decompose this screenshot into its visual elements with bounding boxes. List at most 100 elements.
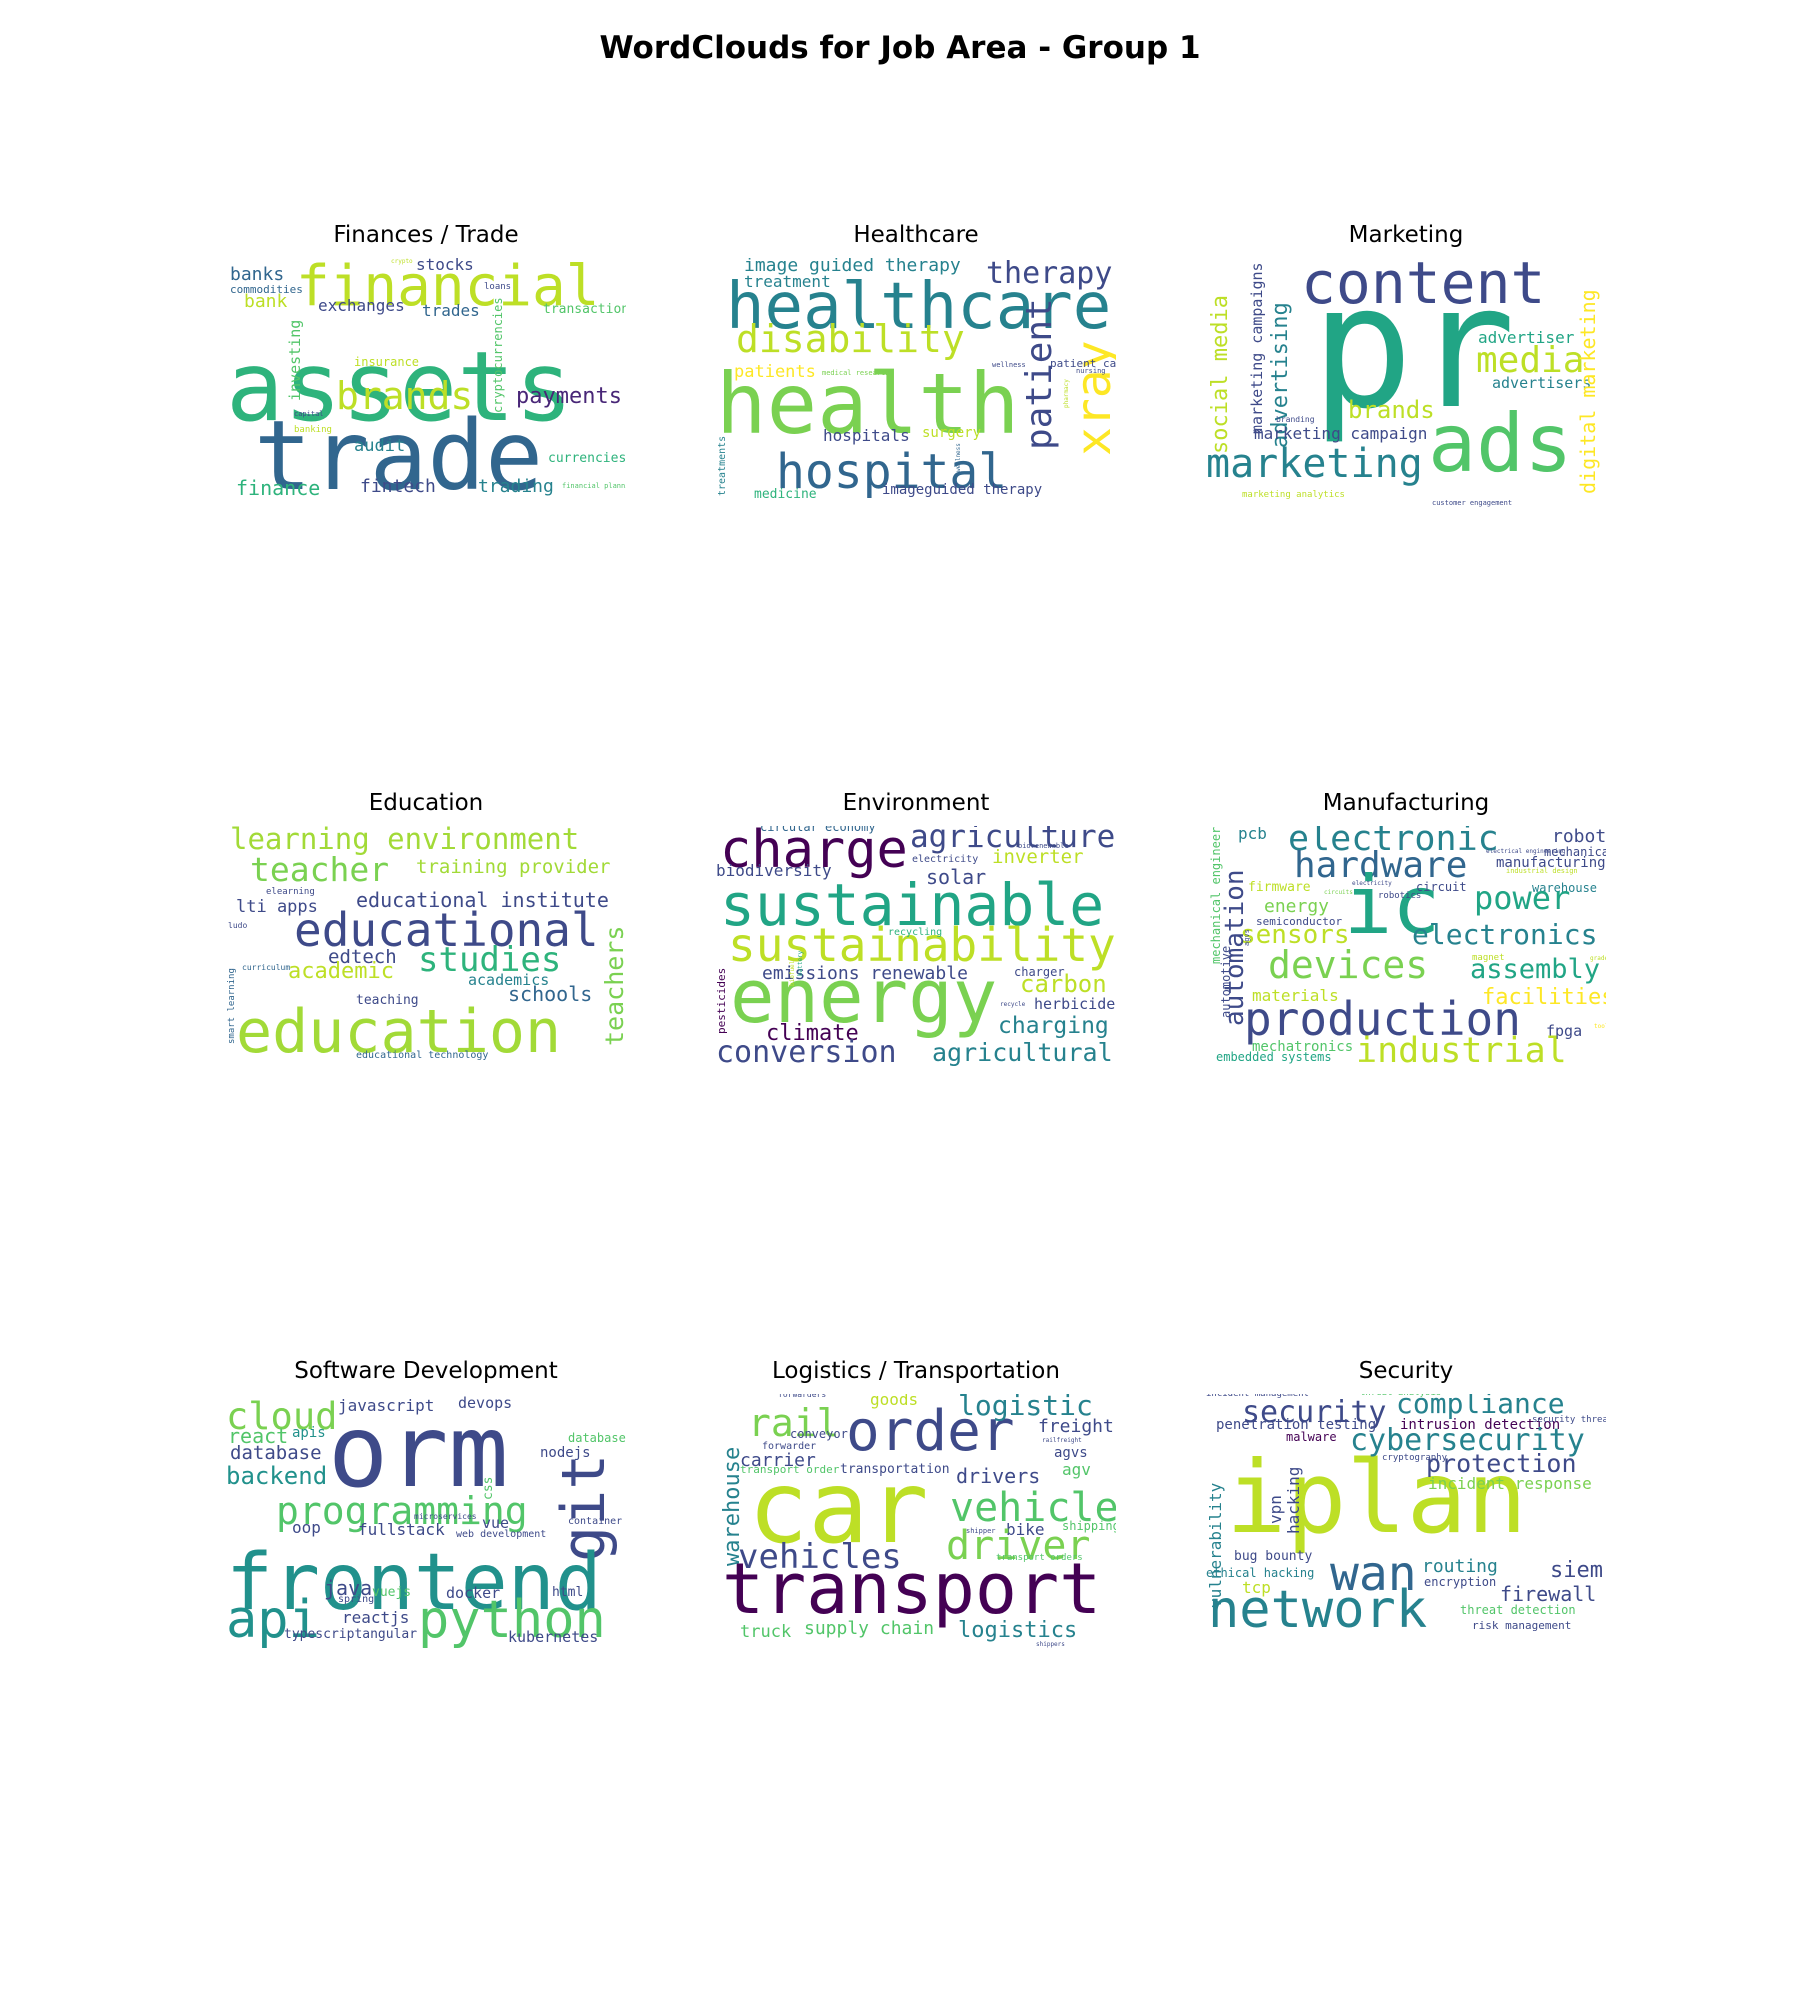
cloud-word: pharmacy xyxy=(1063,379,1070,408)
cloud-word: teachers xyxy=(600,925,626,1046)
cloud-word: docker xyxy=(446,1584,501,1602)
cloud-word: marketing campaign xyxy=(1254,424,1428,443)
panel-title: Finances / Trade xyxy=(333,222,519,248)
cloud-word: circular economy xyxy=(760,826,876,834)
cloud-word: academics xyxy=(468,971,550,989)
cloud-word: protection xyxy=(1426,1449,1577,1478)
cloud-word: shipping xyxy=(1062,1519,1116,1533)
cloud-word: bank xyxy=(244,291,288,312)
cloud-word: charger xyxy=(1014,965,1065,979)
cloud-word: recycling xyxy=(888,927,943,938)
cloud-word: sensors xyxy=(1240,920,1350,950)
cloud-word: vehicle xyxy=(950,1485,1116,1531)
cloud-word: forwarders xyxy=(778,1394,827,1399)
cloud-word: fullstack xyxy=(358,1520,445,1539)
cloud-word: vulnerability xyxy=(1206,1482,1225,1608)
cloud-word: ludo xyxy=(228,921,248,930)
cloud-word: hacking xyxy=(1284,1466,1303,1534)
cloud-word: html xyxy=(552,1585,584,1600)
cloud-word: exchanges xyxy=(318,296,405,315)
cloud-word: goods xyxy=(870,1394,919,1409)
cloud-word: firewall xyxy=(1500,1582,1597,1606)
cloud-word: carrier xyxy=(740,1450,816,1471)
cloud-word: advertisers xyxy=(1492,374,1592,392)
cloud-word: biorenewable xyxy=(1018,842,1069,850)
cloud-word: frontend xyxy=(226,1538,602,1628)
cloud-word: encryption xyxy=(1424,1575,1497,1589)
cloud-word: fpga xyxy=(1546,1022,1583,1040)
cloud-word: conveyor xyxy=(790,1427,848,1441)
cloud-word: intrusion detection xyxy=(1400,1417,1561,1433)
panel-title: Marketing xyxy=(1348,222,1464,248)
cloud-word: herbicides xyxy=(1034,995,1116,1013)
cloud-word: crypto xyxy=(391,258,413,265)
cloud-word: reactjs xyxy=(342,1608,410,1627)
cloud-word: incident response xyxy=(1428,1474,1592,1493)
cloud-word: battery xyxy=(797,950,804,976)
cloud-word: electricity xyxy=(1352,880,1392,887)
cloud-word: vpn xyxy=(1266,1495,1285,1524)
cloud-word: stocks xyxy=(416,258,474,274)
cloud-word: electricity xyxy=(912,854,979,865)
cloud-word: compliance xyxy=(1396,1394,1565,1420)
cloud-word: digital marketing xyxy=(1576,289,1600,494)
cloud-word: agriculture xyxy=(910,826,1116,855)
panel-title: Healthcare xyxy=(853,222,979,248)
cloud-word: freight xyxy=(1038,1416,1114,1437)
cloud-word: semiconductor xyxy=(1256,915,1343,928)
cloud-word: marketing xyxy=(1206,441,1423,487)
cloud-word: investing xyxy=(286,319,304,401)
cloud-word: media xyxy=(1476,340,1585,381)
cloud-word: trading xyxy=(478,476,554,497)
cloud-word: forwarder xyxy=(762,1441,817,1452)
cloud-word: threat detection xyxy=(1460,1603,1576,1617)
cloud-word: truck xyxy=(740,1622,792,1642)
cloud-word: mechatronics xyxy=(1252,1039,1354,1055)
cloud-word: assembly xyxy=(1470,954,1601,985)
cloud-word: cryptography xyxy=(1382,1453,1448,1463)
cloud-word: risk management xyxy=(1472,1619,1572,1632)
cloud-word: healthcare xyxy=(726,270,1112,344)
cloud-word: ethical hacking xyxy=(1206,1566,1315,1580)
cloud-word: oop xyxy=(292,1518,321,1537)
cloud-word: content xyxy=(1301,258,1546,317)
cloud-word: branding xyxy=(1276,415,1315,424)
cloud-word: electronics xyxy=(1412,918,1598,951)
cloud-word: currencies xyxy=(548,451,626,466)
cloud-word: teaching xyxy=(356,993,419,1008)
cloud-word: wan xyxy=(1330,1546,1417,1602)
cloud-word: vehicles xyxy=(738,1537,902,1577)
cloud-word: nodejs xyxy=(540,1445,591,1461)
cloud-word: tools xyxy=(1594,1023,1606,1030)
cloud-word: facilities xyxy=(1482,985,1606,1010)
cloud-word: climate xyxy=(766,1021,859,1046)
cloud-word: react xyxy=(228,1424,289,1448)
cloud-word: ic xyxy=(1344,859,1441,952)
cloud-word: threat analysis xyxy=(1360,1394,1441,1398)
cloud-word: inverter xyxy=(992,846,1084,868)
cloud-word: security threat xyxy=(1532,1415,1606,1425)
cloud-word: web development xyxy=(456,1529,547,1540)
cloud-word: financial planning xyxy=(562,482,626,490)
cloud-word: emissions renewable xyxy=(762,963,968,984)
cloud-word: sustainability xyxy=(728,918,1116,972)
cloud-word: python xyxy=(418,1590,606,1650)
cloud-word: electronic xyxy=(1288,826,1499,859)
cloud-word: treatment xyxy=(744,272,831,291)
cloud-word: elearning xyxy=(266,887,315,897)
cloud-word: payments xyxy=(516,384,622,409)
cloud-word: microservices xyxy=(414,1512,477,1521)
cloud-word: banks xyxy=(230,264,285,285)
cloud-word: manufacturing xyxy=(1496,855,1606,871)
cloud-word: vuejs xyxy=(372,1585,412,1600)
cloud-word: car xyxy=(748,1449,929,1566)
panel-title: Software Development xyxy=(294,1358,558,1384)
cloud-word: siem xyxy=(1550,1558,1603,1583)
cloud-word: curriculum xyxy=(242,963,291,972)
cloud-word: bike xyxy=(1006,1520,1045,1539)
cloud-word: trades xyxy=(422,301,480,320)
cloud-word: charging xyxy=(998,1013,1109,1039)
panel-title: Environment xyxy=(842,790,990,816)
cloud-word: educational technology xyxy=(356,1050,489,1061)
cloud-word: finance xyxy=(236,476,321,500)
